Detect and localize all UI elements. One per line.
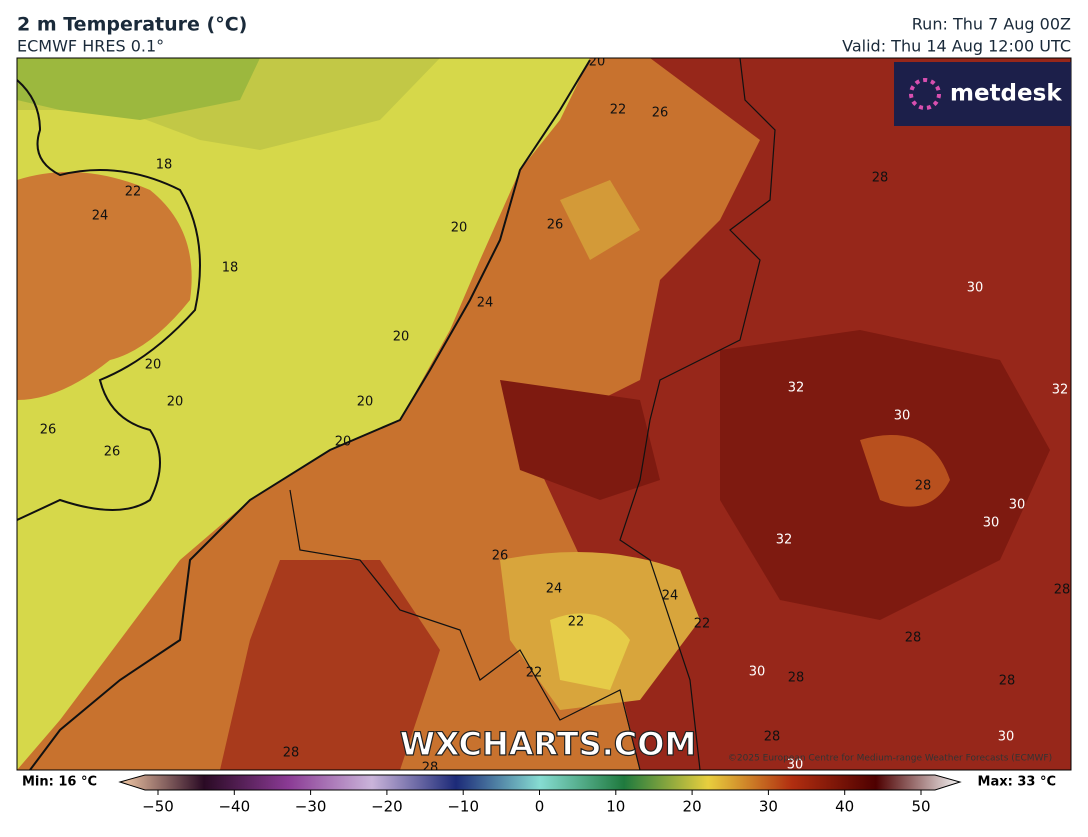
contour-label: 32	[1052, 383, 1069, 398]
watermark: WXCHARTS.COM	[400, 725, 697, 763]
contour-label: 22	[526, 666, 543, 681]
contour-label: 22	[694, 617, 711, 632]
contour-label: 26	[652, 106, 669, 121]
contour-label: 28	[764, 730, 781, 745]
contour-label: 28	[999, 674, 1016, 689]
contour-label: 30	[998, 730, 1015, 745]
contour-label: 22	[125, 185, 142, 200]
contour-label: 28	[788, 671, 805, 686]
valid: Valid: Thu 14 Aug 12:00 UTC	[842, 37, 1071, 56]
colorbar-tick-label: 40	[835, 798, 854, 816]
border	[619, 58, 776, 770]
contour-label: 22	[610, 103, 627, 118]
title: 2 m Temperature (°C)	[17, 14, 247, 36]
logo-icon	[909, 78, 941, 110]
logo: metdesk	[950, 81, 1062, 107]
contour-label: 20	[335, 435, 352, 450]
contour-label: 30	[1009, 498, 1026, 513]
contour-label: 20	[357, 395, 374, 410]
colorbar-tick-label: 0	[535, 798, 545, 816]
colorbar-tick-label: −50	[142, 798, 174, 816]
contour-label: 22	[568, 615, 585, 630]
colorbar	[118, 774, 962, 791]
colorbar-tick-label: 20	[683, 798, 702, 816]
map: 20 22 26 18 22 24 20 26 18 28 24 30 20 20 20 20 32 30 32 26…	[17, 55, 1071, 776]
colorbar-tick-label: −30	[295, 798, 327, 816]
logo-box	[894, 62, 1071, 126]
vosges-cool	[550, 613, 630, 690]
sea-cold	[17, 58, 260, 120]
copyright: ©2025 European Centre for Medium-range W…	[728, 754, 1052, 764]
colorbar-tick-label: −10	[447, 798, 479, 816]
contour-label: 20	[393, 330, 410, 345]
contour-label: 26	[492, 549, 509, 564]
border	[289, 489, 641, 770]
contour-label: 20	[451, 221, 468, 236]
coastline	[17, 79, 201, 521]
contour-label: 30	[983, 516, 1000, 531]
contour-label: 28	[1054, 583, 1071, 598]
contour-label: 26	[547, 218, 564, 233]
contour-label: 28	[422, 761, 439, 776]
contour-label: 24	[477, 296, 494, 311]
colorbar-tick-label: −40	[218, 798, 250, 816]
min-label: Min: 16 °C	[22, 775, 97, 790]
contour-label: 20	[145, 358, 162, 373]
contour-label: 30	[967, 281, 984, 296]
contour-label: 26	[104, 445, 121, 460]
model: ECMWF HRES 0.1°	[17, 37, 164, 56]
colorbar-tick-label: 50	[911, 798, 930, 816]
contour-label: 28	[905, 631, 922, 646]
contour-label: 20	[167, 395, 184, 410]
contour-label: 26	[40, 423, 57, 438]
max-label: Max: 33 °C	[978, 775, 1056, 790]
contour-label: 30	[894, 409, 911, 424]
england	[17, 172, 192, 400]
france-hot	[220, 560, 440, 770]
contour-label: 28	[915, 479, 932, 494]
colorbar-tick-label: −20	[371, 798, 403, 816]
contour-label: 18	[156, 158, 173, 173]
contour-label: 24	[546, 582, 563, 597]
map-frame	[16, 57, 1072, 771]
contour-label: 32	[788, 381, 805, 396]
hot-core	[500, 380, 660, 500]
coastline	[29, 59, 591, 770]
ijssel	[560, 180, 640, 260]
contour-label: 18	[222, 261, 239, 276]
run: Run: Thu 7 Aug 00Z	[912, 15, 1071, 34]
cool-spot	[860, 435, 950, 507]
contour-label: 20	[589, 55, 606, 70]
contour-label: 30	[749, 665, 766, 680]
colorbar-tick-label: 30	[759, 798, 778, 816]
contour-label: 30	[787, 758, 804, 773]
contour-label: 28	[872, 171, 889, 186]
contour-label: 24	[92, 209, 109, 224]
colorbar-tick-label: 10	[606, 798, 625, 816]
contour-label: 24	[662, 589, 679, 604]
contour-label: 28	[283, 746, 300, 761]
contour-label: 32	[776, 533, 793, 548]
